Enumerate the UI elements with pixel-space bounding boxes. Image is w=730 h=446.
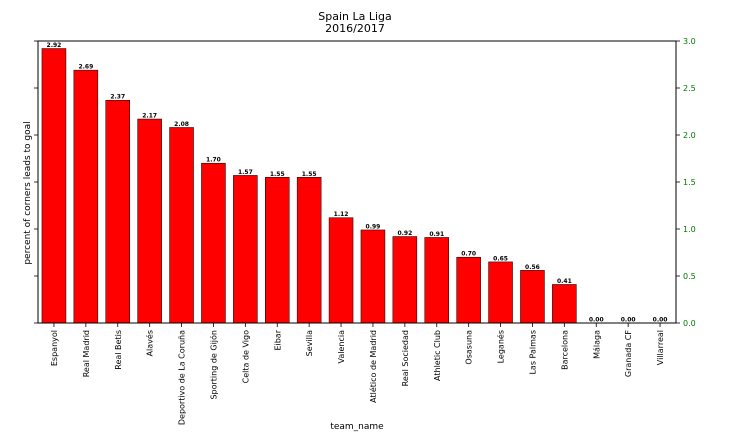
bar (456, 256, 481, 324)
bar-value-label: 0.00 (589, 317, 604, 324)
bar-value-label: 0.41 (557, 278, 572, 285)
bar-value-label: 0.00 (621, 317, 636, 324)
x-tick-label: Alavés (145, 330, 155, 356)
right-tick-label: 0.5 (683, 272, 696, 281)
bar-value-label: 0.56 (525, 264, 540, 271)
x-tick-label: Athletic Club (433, 330, 442, 381)
chart-subtitle: 2016/2017 (325, 22, 385, 35)
plot-area: 2.92 Espanyol 2.69 Real Madrid 2.37 Real Beti… (34, 37, 696, 425)
right-tick-label: 2.5 (683, 84, 696, 93)
bar (296, 177, 322, 324)
bar (137, 118, 162, 324)
x-tick-label: Deportivo de La Coruña (178, 330, 187, 425)
x-tick-label: Leganés (496, 330, 506, 363)
bar-value-label: 2.17 (142, 113, 157, 120)
right-tick-label: 0.0 (683, 319, 696, 328)
bar (424, 237, 449, 324)
x-tick-label: Espanyol (50, 330, 59, 366)
bar-value-label: 1.55 (270, 171, 285, 178)
bar-value-label: 0.92 (397, 230, 412, 237)
bar-value-label: 1.57 (238, 169, 253, 176)
bar (41, 48, 67, 324)
chart-title: Spain La Liga (318, 10, 392, 23)
x-tick-label: Valencia (337, 330, 346, 364)
x-tick-label: Celta de Vigo (241, 330, 250, 383)
x-tick-label: Atlético de Madrid (368, 330, 378, 403)
x-tick-label: Málaga (592, 330, 601, 359)
right-tick-label: 1.5 (683, 178, 696, 187)
bar-value-label: 2.69 (78, 64, 93, 71)
bar (233, 175, 258, 324)
bar (488, 261, 513, 324)
bar (169, 127, 194, 324)
x-tick-label: Osasuna (465, 330, 474, 365)
bar-value-label: 1.12 (334, 211, 349, 218)
x-tick-label: Real Betis (114, 330, 123, 370)
bar (73, 69, 99, 324)
y-axis-label: percent of corners leads to goal (23, 121, 33, 264)
bar-value-label: 0.99 (366, 223, 381, 230)
bar-value-label: 0.70 (461, 251, 476, 258)
bar (201, 162, 226, 324)
bar-value-label: 0.91 (429, 231, 444, 238)
bar (360, 229, 386, 324)
bar (520, 270, 545, 324)
bar (265, 177, 290, 324)
bar-value-label: 0.65 (493, 255, 508, 262)
x-tick-label: Real Madrid (82, 330, 91, 377)
x-tick-label: Barcelona (560, 330, 569, 370)
x-tick-label: Villarreal (656, 330, 665, 365)
bar (392, 236, 418, 324)
x-tick-label: Granada CF (624, 330, 633, 377)
x-axis-label: team_name (330, 422, 384, 432)
x-tick-label: Eibar (273, 329, 282, 350)
bar-value-label: 2.08 (174, 121, 189, 128)
x-tick-label: Sporting de Gijón (208, 330, 218, 400)
bar-value-label: 0.00 (653, 317, 668, 324)
right-tick-label: 2.0 (683, 131, 696, 140)
x-tick-label: Real Sociedad (401, 330, 410, 386)
bar (552, 284, 577, 324)
bar-value-label: 2.37 (110, 94, 125, 101)
x-tick-label: Las Palmas (528, 330, 537, 375)
plot-frame (37, 40, 677, 324)
bar-value-label: 1.55 (302, 171, 317, 178)
x-tick-label: Sevilla (305, 330, 314, 356)
right-tick-label: 3.0 (683, 37, 696, 46)
bar (328, 217, 354, 324)
bar-value-label: 1.70 (206, 157, 221, 164)
bar (105, 99, 130, 324)
bar-value-label: 2.92 (47, 42, 62, 49)
right-tick-label: 1.0 (683, 225, 696, 234)
